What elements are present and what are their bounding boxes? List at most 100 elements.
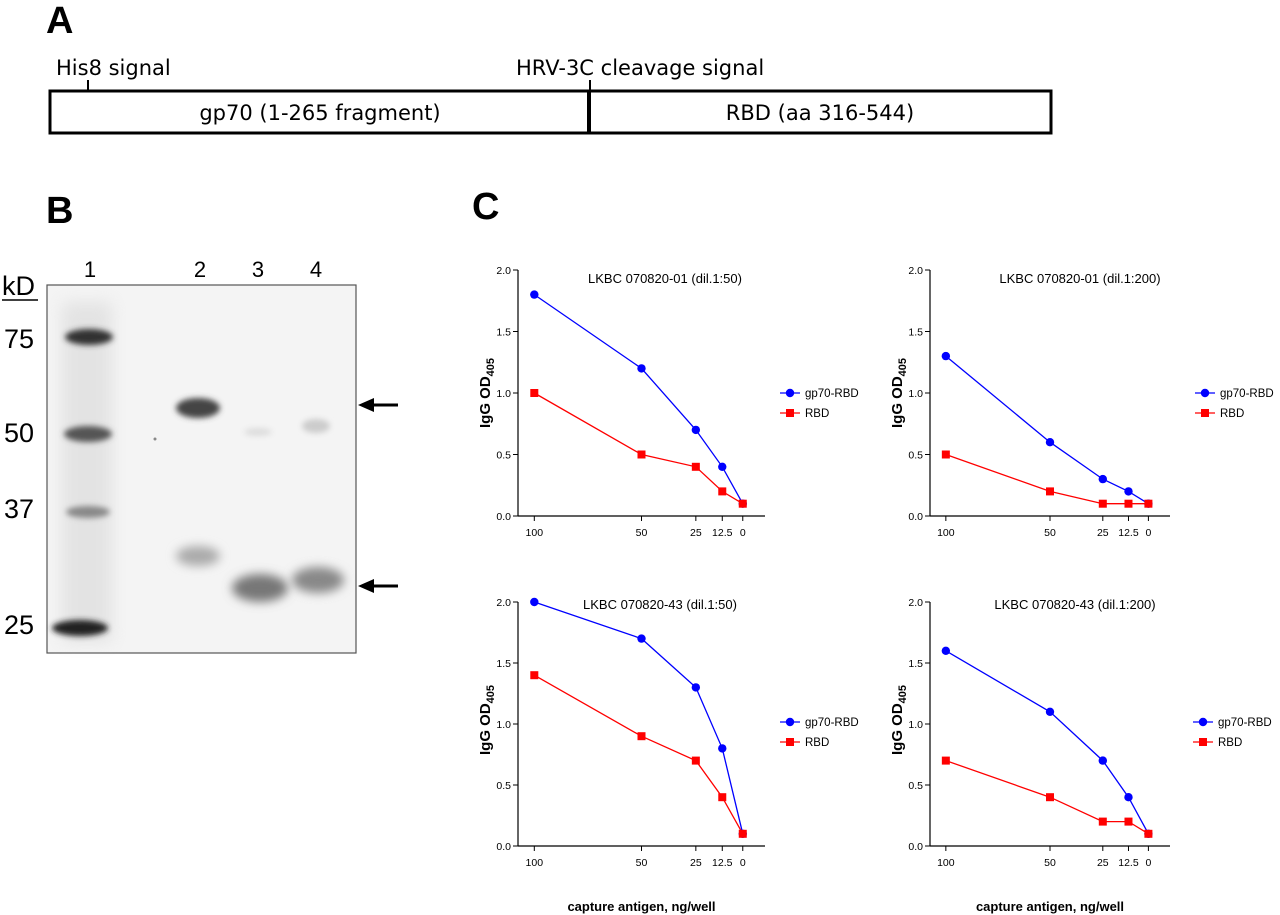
x-tick-label: 100: [937, 857, 955, 869]
y-tick-label: 0.0: [496, 841, 511, 853]
construct-diagram: His8 signal HRV-3C cleavage signal gp70 …: [48, 56, 1053, 135]
data-point: [1098, 499, 1107, 508]
chart-title: LKBC 070820-43 (dil.1:200): [994, 597, 1155, 612]
legend-marker: [1198, 717, 1208, 727]
data-point: [637, 634, 646, 643]
marker-label-25: 25: [4, 610, 34, 640]
data-point: [691, 462, 700, 471]
x-tick-label: 100: [937, 527, 955, 539]
y-tick-label: 0.5: [496, 780, 511, 792]
data-point: [1098, 817, 1107, 826]
data-point: [691, 425, 701, 435]
data-point: [941, 351, 951, 361]
ladder-smear: [62, 302, 112, 642]
x-tick-label: 100: [526, 527, 544, 539]
data-point: [530, 290, 539, 299]
x-axis-label: capture antigen, ng/well: [567, 899, 715, 914]
x-tick-label: 0: [1145, 527, 1151, 539]
x-tick-label: 25: [1097, 527, 1109, 539]
marker-label-50: 50: [4, 418, 34, 448]
x-tick-label: 0: [740, 527, 746, 539]
legend-label: RBD: [805, 737, 829, 749]
legend-label: gp70-RBD: [805, 388, 859, 400]
y-tick-label: 1.5: [496, 327, 511, 339]
series-line-gp70-rbd: [945, 650, 1149, 835]
x-tick-label: 25: [690, 857, 702, 869]
series-line-gp70-rbd: [945, 355, 1149, 505]
lane3-band-lower: [232, 574, 288, 602]
y-tick-label: 0.5: [496, 450, 511, 462]
his-tag-label: His8 signal: [56, 56, 171, 80]
data-point: [738, 499, 747, 508]
y-axis-label: IgG OD405: [889, 358, 909, 428]
y-tick-label: 2.0: [908, 597, 923, 609]
x-tick-label: 0: [1145, 857, 1151, 869]
y-tick-label: 0.5: [908, 780, 923, 792]
series-line-rbd: [533, 392, 744, 505]
lane-label-3: 3: [252, 257, 264, 282]
data-point: [691, 683, 701, 692]
data-point: [1124, 499, 1133, 508]
ladder-band-75: [65, 329, 113, 345]
x-tick-label: 12.5: [712, 527, 733, 539]
lane-label-2: 2: [194, 257, 206, 282]
y-tick-label: 1.0: [496, 719, 511, 731]
y-tick-label: 0.0: [908, 841, 923, 853]
y-axis-label: IgG OD405: [477, 358, 497, 428]
panel-c-letter: C: [472, 186, 500, 228]
panel-a-letter: A: [46, 0, 74, 42]
segment-rbd-label: RBD (aa 316-544): [726, 101, 914, 125]
segment-gp70: [48, 89, 591, 135]
gel-unit-label: kD: [2, 271, 35, 301]
lane-label-1: 1: [84, 257, 96, 282]
y-tick-label: 1.5: [496, 658, 511, 670]
x-tick-label: 25: [690, 527, 702, 539]
legend-marker: [785, 388, 795, 398]
arrow-left-icon: [358, 398, 398, 412]
ladder-band-25: [52, 620, 108, 636]
x-tick-label: 0: [740, 857, 746, 869]
x-tick-label: 50: [636, 527, 648, 539]
lane2-band-upper: [176, 398, 220, 418]
data-point: [1045, 707, 1055, 716]
data-point: [1144, 499, 1153, 508]
data-point: [738, 829, 747, 838]
marker-label-37: 37: [4, 494, 34, 524]
y-tick-label: 0.0: [496, 511, 511, 523]
data-point: [1046, 487, 1054, 496]
legend-marker: [1201, 409, 1209, 417]
x-tick-label: 50: [636, 857, 648, 869]
data-point: [530, 671, 539, 680]
data-point: [718, 462, 727, 471]
x-tick-label: 12.5: [1118, 857, 1139, 869]
panel-b-letter: B: [46, 190, 74, 232]
y-tick-label: 1.5: [908, 658, 923, 670]
marker-label-75: 75: [4, 324, 34, 354]
data-point: [530, 597, 539, 607]
x-tick-label: 100: [526, 857, 544, 869]
y-axis-label: IgG OD405: [477, 685, 497, 755]
y-tick-label: 2.0: [496, 265, 511, 277]
legend-label: RBD: [805, 408, 829, 420]
data-point: [718, 793, 727, 802]
legend-label: gp70-RBD: [1218, 717, 1272, 729]
legend-marker: [785, 717, 795, 727]
legend-label: gp70-RBD: [805, 717, 859, 729]
data-point: [1098, 756, 1108, 765]
legend-label: gp70-RBD: [1220, 388, 1274, 400]
legend-label: RBD: [1218, 737, 1242, 749]
x-tick-label: 50: [1044, 527, 1056, 539]
y-tick-label: 0.0: [908, 511, 923, 523]
legend-marker: [1199, 738, 1207, 746]
data-point: [718, 744, 727, 753]
data-point: [530, 389, 539, 397]
x-tick-label: 25: [1097, 857, 1109, 869]
legend-label: RBD: [1220, 408, 1244, 420]
x-axis-label: capture antigen, ng/well: [976, 899, 1124, 914]
data-point: [718, 487, 727, 496]
series-line-gp70-rbd: [533, 294, 744, 505]
arrow-left-icon: [358, 579, 398, 593]
series-line-rbd: [945, 453, 1149, 505]
lane-label-4: 4: [310, 257, 322, 282]
data-point: [637, 364, 646, 373]
